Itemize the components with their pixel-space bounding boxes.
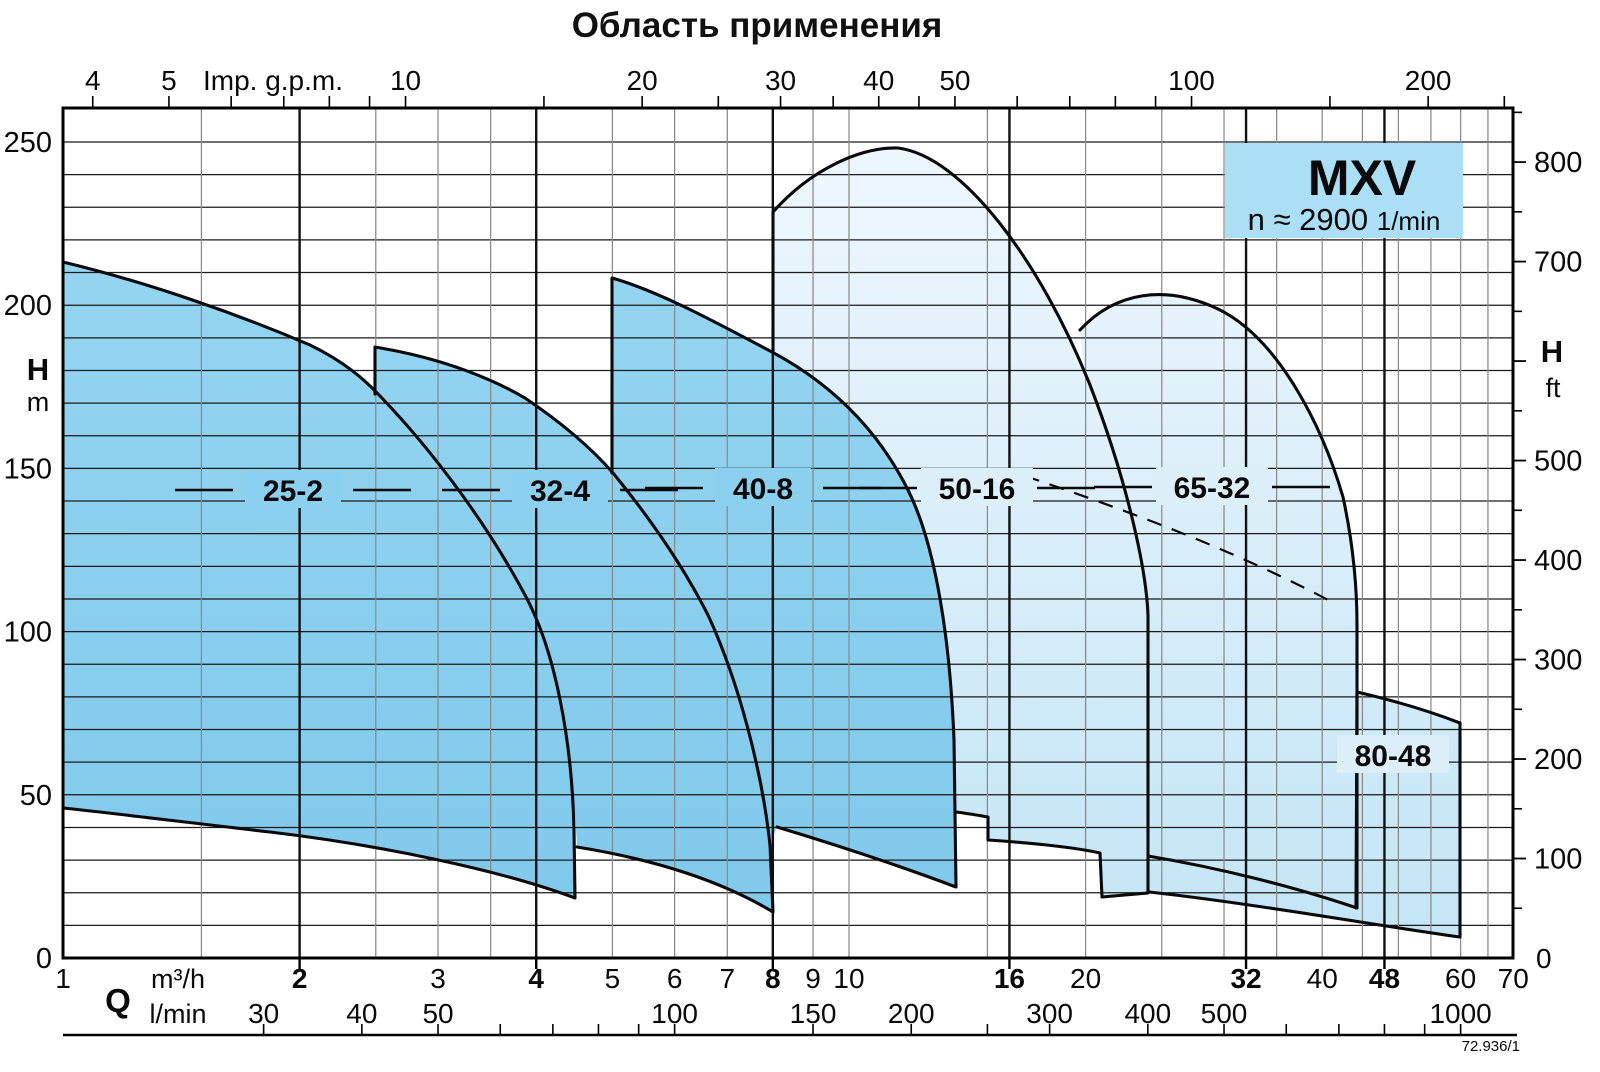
region-label-patch — [715, 468, 811, 506]
m3h-label: 60 — [1445, 963, 1476, 994]
lmin-label: 150 — [790, 998, 837, 1029]
m3h-label: 48 — [1369, 963, 1400, 994]
head-ft-label: 500 — [1534, 446, 1582, 478]
m3h-label: 40 — [1307, 963, 1338, 994]
gpm-label: 40 — [863, 65, 894, 96]
region-outline-65-32 — [1078, 293, 1359, 910]
head-right-symbol: H — [1541, 334, 1563, 369]
region-labels: 25-2 32-4 40-8 50-16 65-32 80-48 — [175, 467, 1449, 773]
gpm-unit-label: Imp. g.p.m. — [203, 65, 343, 96]
drawing-number: 72.936/1 — [1462, 1038, 1520, 1055]
head-ft-label: 300 — [1534, 645, 1582, 677]
head-ft-label: 700 — [1534, 247, 1582, 279]
head-m-label: 100 — [4, 617, 52, 649]
gpm-label: 10 — [390, 65, 421, 96]
region-label-patch — [245, 470, 341, 508]
region-fill-25-2 — [63, 262, 575, 898]
m3h-label: 2 — [292, 963, 308, 994]
m3h-label: 7 — [719, 963, 735, 994]
m3h-label: 9 — [805, 963, 821, 994]
m3h-label: 70 — [1498, 963, 1529, 994]
gpm-label: 30 — [765, 65, 796, 96]
footnote: 72.936/1 — [1462, 1038, 1520, 1055]
m3h-label: 32 — [1230, 963, 1261, 994]
lmin-label: 300 — [1026, 998, 1073, 1029]
region-fill-40-8 — [612, 278, 956, 887]
frame — [61, 106, 1515, 960]
gpm-label: 100 — [1168, 65, 1215, 96]
region-label-patch — [921, 468, 1033, 506]
region-label-80-48: 80-48 — [1355, 740, 1432, 773]
q-axis-symbol: Q — [105, 982, 131, 1019]
gpm-label: 50 — [939, 65, 970, 96]
lmin-label: 30 — [248, 998, 279, 1029]
head-left-symbol: H — [27, 352, 49, 387]
right-zero-label: 0 — [1536, 943, 1552, 974]
m3h-label: 20 — [1070, 963, 1101, 994]
head-m-label: 250 — [4, 127, 52, 159]
m3h-label: 8 — [765, 963, 781, 994]
head-left-unit: m — [27, 387, 50, 417]
region-outline-50-16 — [771, 146, 1150, 899]
axis-bottom-lmin: l/min 30 40 50 100 150 200 300 400 500 1000 — [63, 998, 1517, 1037]
m3h-label: 16 — [994, 963, 1025, 994]
region-label-40-8: 40-8 — [733, 473, 793, 506]
lmin-label: 100 — [651, 998, 698, 1029]
region-label-65-32: 65-32 — [1174, 472, 1251, 505]
region-outline-32-4 — [373, 345, 775, 914]
gpm-label: 4 — [85, 65, 101, 96]
head-m-label: 200 — [4, 290, 52, 322]
region-label-patch — [1337, 735, 1449, 773]
axis-left-m: 0 50 100 150 200 250 Hm — [4, 127, 52, 975]
lmin-label: 40 — [346, 998, 377, 1029]
axis-right-ft: 100 200 300 400 500 700 800 Hft 0 — [1513, 111, 1582, 974]
m3h-label: 4 — [528, 963, 544, 994]
lmin-label: 200 — [888, 998, 935, 1029]
axis-top-gpm: 4 5 10 20 30 40 50 100 200 Imp. g.p.m. — [85, 65, 1506, 108]
head-m-label: 150 — [4, 453, 52, 485]
region-label-50-16: 50-16 — [939, 473, 1016, 506]
head-ft-label: 800 — [1534, 147, 1582, 179]
head-m-label: 0 — [36, 943, 52, 975]
head-ft-label: 200 — [1534, 744, 1582, 776]
head-m-label: 50 — [20, 780, 52, 812]
legend-box — [1225, 143, 1463, 238]
lmin-label: 400 — [1124, 998, 1171, 1029]
head-ft-label: 100 — [1534, 844, 1582, 876]
head-right-unit: ft — [1545, 373, 1561, 403]
region-outline-40-8 — [610, 276, 958, 889]
region-outline-80-48 — [1147, 690, 1462, 939]
m3h-unit-label: m³/h — [151, 964, 205, 994]
page-title: Область применения — [571, 6, 943, 45]
gpm-label: 5 — [161, 65, 177, 96]
region-label-25-2: 25-2 — [263, 475, 323, 508]
lmin-unit-label: l/min — [149, 999, 206, 1029]
lmin-label: 1000 — [1429, 998, 1491, 1029]
head-ft-label: 400 — [1534, 545, 1582, 577]
m3h-label: 3 — [430, 963, 446, 994]
gridlines — [63, 108, 1513, 958]
legend-speed: n ≈ 2900 1/min — [1248, 202, 1441, 237]
m3h-label: 10 — [833, 963, 864, 994]
m3h-label: 1 — [55, 963, 71, 994]
region-outlines — [61, 146, 1462, 939]
lmin-label: 500 — [1201, 998, 1248, 1029]
region-outline-25-2 — [61, 260, 577, 900]
axis-bottom-m3h: 1 2 3 4 5 6 7 8 9 10 16 20 32 40 48 60 70 Qm³/h — [55, 958, 1529, 1019]
region-fill-32-4 — [375, 347, 773, 912]
region-label-patch — [512, 470, 608, 508]
m3h-label: 5 — [605, 963, 621, 994]
legend-model: MXV — [1308, 150, 1417, 206]
m3h-label: 6 — [667, 963, 683, 994]
region-label-patch — [1156, 467, 1268, 505]
plot-frame — [61, 106, 1515, 960]
region-fills — [63, 147, 1460, 937]
region-label-32-4: 32-4 — [530, 475, 590, 508]
lmin-label: 50 — [422, 998, 453, 1029]
gpm-label: 20 — [627, 65, 658, 96]
gpm-label: 200 — [1405, 65, 1452, 96]
